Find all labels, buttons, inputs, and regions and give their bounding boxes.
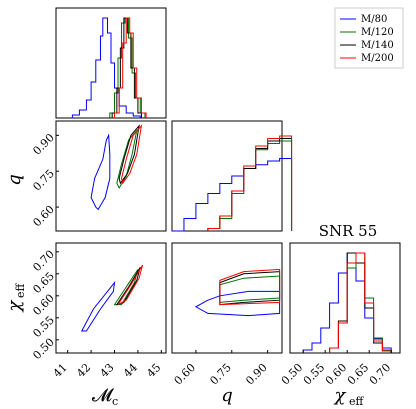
tick-y-q-1: 0.75 <box>30 167 57 194</box>
hist-q-1 <box>207 140 293 231</box>
chart-title: SNR 55 <box>319 222 378 240</box>
data-marks <box>56 17 392 353</box>
tick-x-chi-3: 0.65 <box>345 361 372 388</box>
contour-q-chi-3 <box>219 268 281 306</box>
contour-mc-q-1 <box>116 128 138 190</box>
xlabel-chi: χ eff <box>333 385 365 408</box>
tick-x-q-0: 0.60 <box>172 361 199 388</box>
hist-chi-3 <box>329 252 392 353</box>
hist-q-0 <box>172 158 293 232</box>
panel-q-hist <box>171 120 283 232</box>
tick-y-chi-2: 0.60 <box>30 292 57 319</box>
tick-x-mc-1: 42 <box>74 361 93 380</box>
panel-q-chi <box>171 242 283 354</box>
contour-mc-q-3 <box>121 124 143 185</box>
legend-label-1: M/120 <box>361 27 394 38</box>
hist-mc-0 <box>71 17 141 118</box>
legend: M/80 M/120 M/140 M/200 <box>334 7 404 69</box>
svg-text:𝓜: 𝓜 <box>92 385 115 406</box>
ticks-y-chi: 0.50 0.55 0.60 0.65 0.70 <box>30 248 57 363</box>
panel-mc-hist <box>55 7 167 119</box>
ticks-x-q: 0.60 0.75 0.90 <box>172 361 270 388</box>
svg-text:eff: eff <box>14 282 27 298</box>
contour-mc-chi-2 <box>115 266 141 306</box>
hist-mc-3 <box>114 17 147 118</box>
xlabel-q: q <box>221 385 233 406</box>
ticks-y-q: 0.60 0.75 0.90 <box>30 131 57 229</box>
tick-x-mc-2: 43 <box>98 361 117 380</box>
panel-mc-chi <box>55 242 167 354</box>
tick-x-chi-1: 0.55 <box>301 361 328 388</box>
ticks-x-mc: 41 42 43 44 45 <box>51 361 164 380</box>
contour-q-chi-1 <box>219 275 281 303</box>
svg-text:c: c <box>112 395 118 408</box>
hist-q-3 <box>207 135 293 231</box>
svg-text:eff: eff <box>349 395 365 408</box>
tick-x-q-1: 0.75 <box>207 361 234 388</box>
legend-label-2: M/140 <box>361 40 394 51</box>
tick-y-q-0: 0.60 <box>30 203 57 230</box>
tick-y-chi-0: 0.50 <box>30 336 57 363</box>
ticks-x-chi: 0.50 0.55 0.60 0.65 0.70 <box>279 361 394 388</box>
tick-x-mc-3: 44 <box>121 361 140 380</box>
tick-x-mc-4: 45 <box>144 361 163 380</box>
legend-label-0: M/80 <box>361 14 387 25</box>
contour-mc-chi-3 <box>117 264 144 306</box>
tick-y-q-2: 0.90 <box>30 131 57 158</box>
panel-chi-hist <box>289 242 401 354</box>
contour-mc-q-0 <box>90 133 111 211</box>
svg-text:χ: χ <box>4 299 25 313</box>
ylabel-q: q <box>4 174 25 186</box>
tick-x-chi-0: 0.50 <box>279 361 306 388</box>
tick-x-chi-2: 0.60 <box>323 361 350 388</box>
ylabel-chi: χ eff <box>4 282 27 313</box>
contour-mc-chi-0 <box>80 280 116 332</box>
tick-x-q-2: 0.90 <box>243 361 270 388</box>
svg-text:χ: χ <box>333 385 347 406</box>
hist-q-2 <box>207 138 293 231</box>
tick-x-chi-4: 0.70 <box>367 361 394 388</box>
tick-y-chi-3: 0.65 <box>30 270 57 297</box>
contour-mc-q-2 <box>118 124 140 185</box>
contour-q-chi-0 <box>194 290 281 317</box>
hist-mc-2 <box>111 17 142 118</box>
panel-mc-q <box>55 120 167 232</box>
xlabel-mc: 𝓜 c <box>92 385 118 408</box>
tick-x-mc-0: 41 <box>51 361 70 380</box>
tick-y-chi-4: 0.70 <box>30 248 57 275</box>
tick-y-chi-1: 0.55 <box>30 314 57 341</box>
legend-label-3: M/200 <box>361 53 394 64</box>
